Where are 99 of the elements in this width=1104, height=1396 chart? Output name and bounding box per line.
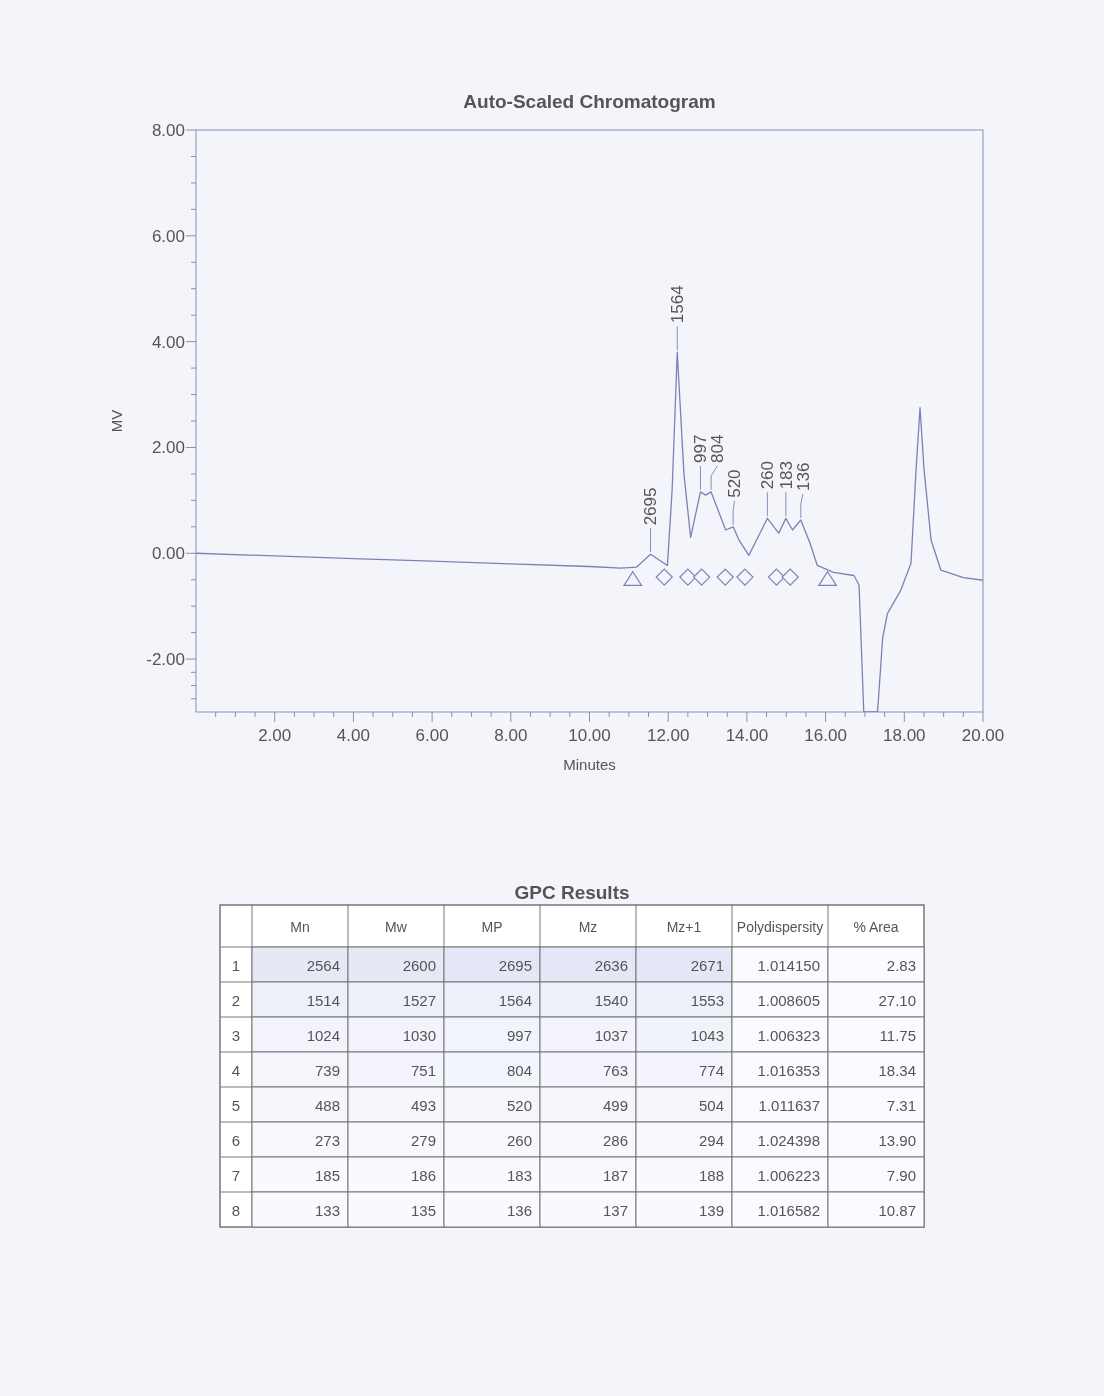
data-label: 188	[698, 1167, 724, 1184]
data-label: 1564	[498, 992, 532, 1009]
data-label: 1.008605	[757, 992, 820, 1009]
data-label: 1527	[402, 992, 436, 1009]
data-label: 1553	[690, 992, 724, 1009]
data-label: 279	[410, 1132, 436, 1149]
data-label: 2600	[402, 957, 436, 974]
annotation: 804	[708, 434, 728, 463]
x-tick-label: 18.00	[883, 726, 926, 745]
annotation: 2695	[641, 487, 661, 526]
x-tick-label: Mw	[385, 919, 408, 935]
chart-title: GPC Results	[514, 882, 630, 903]
data-label: 1.016353	[757, 1062, 820, 1079]
y-tick-label: 5	[231, 1097, 241, 1114]
data-label: 1043	[690, 1027, 724, 1044]
data-label: 2636	[594, 957, 628, 974]
y-tick-label: -2.00	[146, 650, 185, 670]
data-label: 520	[506, 1097, 532, 1114]
x-tick-label: 2.00	[258, 726, 292, 745]
annotation: 520	[725, 469, 745, 498]
data-label: 186	[410, 1167, 436, 1184]
x-tick-label: Mz	[578, 919, 598, 935]
data-label: 260	[506, 1132, 532, 1149]
y-tick-label: 3	[231, 1027, 241, 1044]
y-tick-label: 6	[231, 1132, 241, 1149]
data-label: 294	[698, 1132, 724, 1149]
x-axis-title: Minutes	[563, 756, 616, 773]
data-label: 1.006323	[757, 1027, 820, 1044]
data-label: 137	[602, 1202, 628, 1219]
x-tick-label: 4.00	[336, 726, 370, 745]
data-label: 11.75	[879, 1027, 916, 1044]
y-tick-label: 7	[231, 1167, 241, 1184]
data-label: 1514	[306, 992, 340, 1009]
data-label: 7.90	[886, 1167, 916, 1184]
data-label: 273	[314, 1132, 340, 1149]
data-label: 133	[314, 1202, 340, 1219]
data-label: 1.014150	[757, 957, 820, 974]
data-label: 136	[506, 1202, 532, 1219]
x-tick-label: 14.00	[725, 726, 769, 745]
data-label: 1540	[594, 992, 628, 1009]
y-tick-label: 4.00	[151, 332, 185, 352]
data-label: 493	[410, 1097, 436, 1114]
data-label: 739	[314, 1062, 340, 1079]
x-tick-label: 8.00	[494, 726, 528, 745]
annotation: 260	[758, 460, 778, 490]
data-label: 997	[506, 1027, 532, 1044]
data-label: 2564	[306, 957, 340, 974]
x-tick-label: 16.00	[804, 726, 847, 745]
annotation: 997	[691, 434, 711, 463]
annotation: 183	[776, 460, 796, 490]
data-label: 185	[314, 1167, 340, 1184]
data-label: 139	[698, 1202, 724, 1219]
data-label: 751	[410, 1062, 436, 1079]
data-label: 1.024398	[757, 1132, 820, 1149]
data-label: 1024	[306, 1027, 340, 1044]
data-label: 13.90	[878, 1132, 916, 1149]
y-tick-label: 1	[231, 957, 241, 974]
data-label: 1030	[402, 1027, 436, 1044]
data-label: 2.83	[886, 957, 916, 974]
y-tick-label: 8	[231, 1202, 241, 1219]
x-tick-label: 12.00	[646, 726, 690, 745]
data-label: 135	[410, 1202, 436, 1219]
data-label: 504	[698, 1097, 724, 1114]
x-tick-label: Mn	[290, 919, 310, 935]
y-tick-label: 2.00	[151, 438, 185, 458]
y-axis-title: MV	[108, 409, 125, 433]
data-label: 1.011637	[758, 1097, 820, 1114]
x-tick-label: % Area	[853, 919, 899, 935]
data-label: 499	[602, 1097, 628, 1114]
x-tick-label: MP	[481, 919, 503, 935]
data-label: 2671	[690, 957, 724, 974]
data-label: 187	[602, 1167, 628, 1184]
y-tick-label: 8.00	[151, 121, 185, 140]
y-tick-label: 6.00	[151, 226, 185, 246]
x-tick-label: 6.00	[415, 726, 449, 745]
data-label: 804	[506, 1062, 532, 1079]
annotation: 1564	[668, 285, 688, 324]
data-label: 488	[314, 1097, 340, 1114]
data-label: 1037	[594, 1027, 628, 1044]
chart-title: Auto-Scaled Chromatogram	[463, 91, 716, 112]
data-label: 183	[506, 1167, 532, 1184]
data-label: 18.34	[878, 1062, 916, 1079]
data-label: 27.10	[878, 992, 916, 1009]
x-tick-label: 20.00	[961, 726, 1005, 745]
x-tick-label: Polydispersity	[736, 919, 824, 935]
data-label: 10.87	[878, 1202, 916, 1219]
x-tick-label: Mz+1	[666, 919, 702, 935]
data-label: 1.016582	[757, 1202, 820, 1219]
x-tick-label: 10.00	[568, 726, 611, 745]
y-tick-label: 0.00	[151, 544, 185, 564]
data-label: 286	[602, 1132, 628, 1149]
annotation: 136	[793, 462, 813, 491]
data-label: 7.31	[886, 1097, 916, 1114]
data-label: 763	[602, 1062, 628, 1079]
data-label: 1.006223	[757, 1167, 820, 1184]
data-label: 774	[698, 1062, 724, 1079]
y-tick-label: 2	[231, 992, 241, 1009]
data-label: 2695	[498, 957, 532, 974]
y-tick-label: 4	[231, 1062, 241, 1079]
